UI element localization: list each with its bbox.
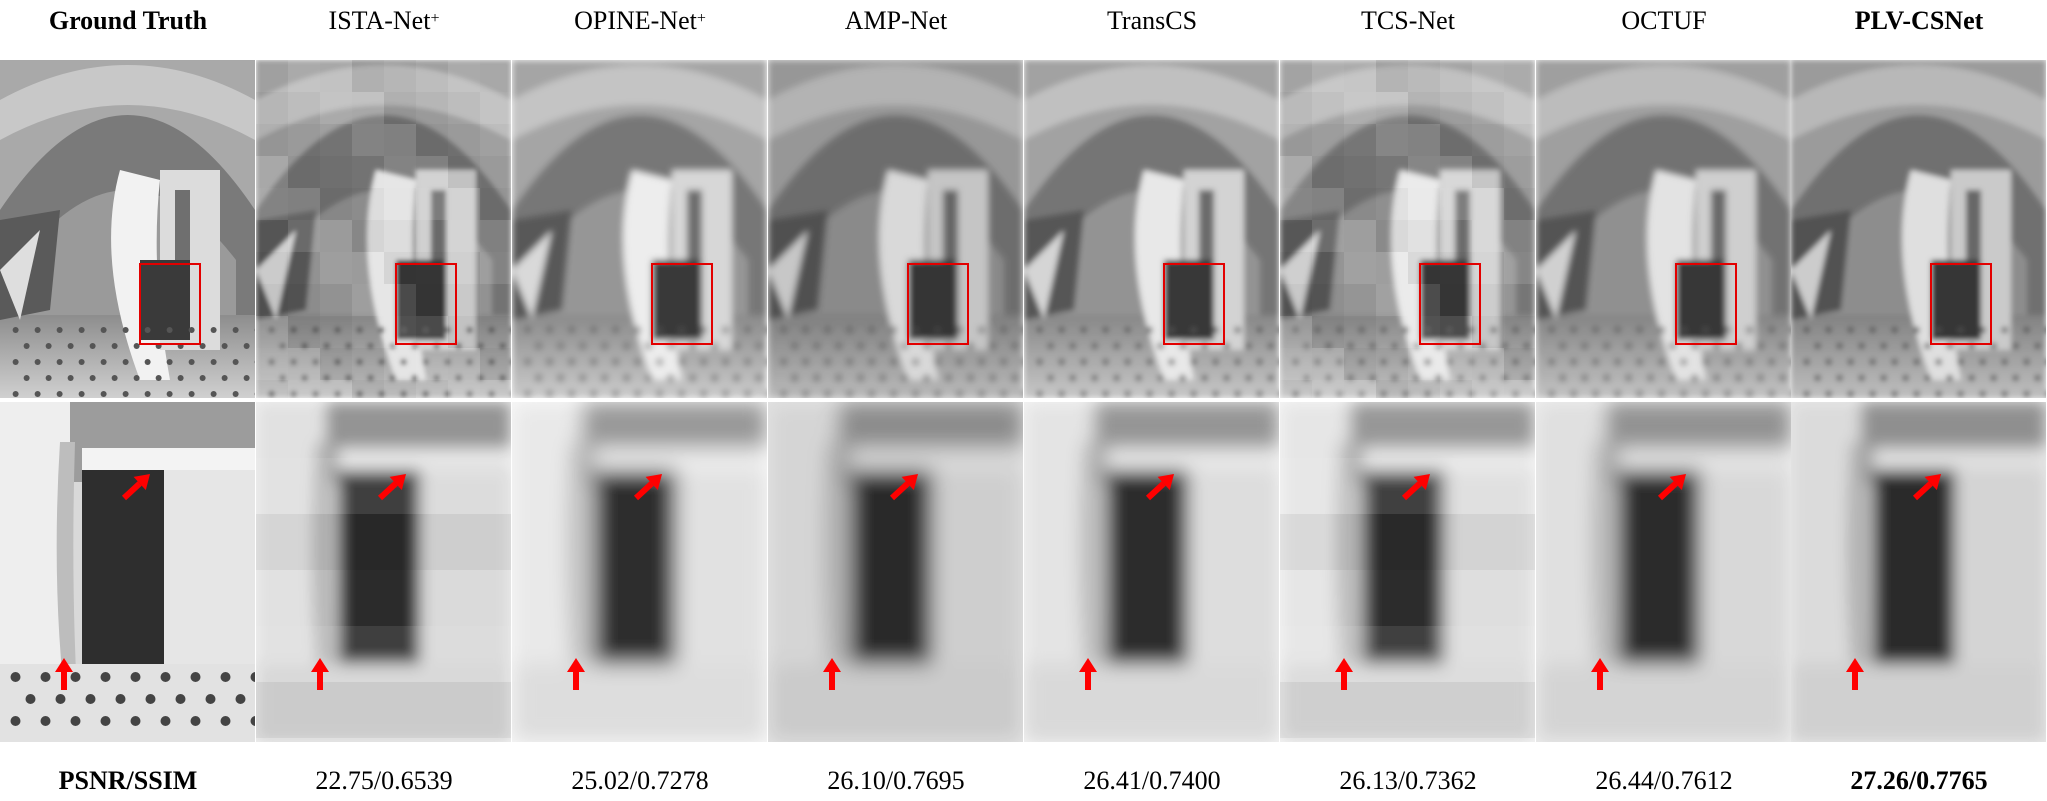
- header-octuf: OCTUF: [1536, 4, 1792, 38]
- metric-value: 26.13/0.7362: [1339, 766, 1477, 795]
- arrow-marker: [377, 474, 406, 501]
- zoom-crop-image: [512, 402, 767, 742]
- col-label: AMP-Net: [844, 6, 948, 35]
- arch-scene-image: [768, 60, 1023, 398]
- arrow-marker: [1079, 658, 1097, 690]
- metric-row-label: PSNR/SSIM: [0, 764, 256, 798]
- col-sup: +: [696, 10, 706, 27]
- arrow-marker: [311, 658, 329, 690]
- col-label: PLV-CSNet: [1854, 6, 1984, 35]
- metric-value: 27.26/0.7765: [1850, 766, 1988, 795]
- arch-scene-image: [1024, 60, 1279, 398]
- col-label: TransCS: [1106, 6, 1198, 35]
- metric-value: 26.10/0.7695: [827, 766, 965, 795]
- zoom-crop-image: [1791, 402, 2046, 742]
- tile-amp-zoom: [768, 402, 1023, 742]
- col-label: TCS-Net: [1361, 6, 1455, 35]
- tile-amp-full: [768, 60, 1023, 398]
- arrow-marker: [1912, 474, 1941, 501]
- metric-tcs-net: 26.13/0.7362: [1280, 764, 1536, 798]
- tile-ista-full: [256, 60, 511, 398]
- metric-value: 26.41/0.7400: [1083, 766, 1221, 795]
- header-plv-csnet: PLV-CSNet: [1791, 4, 2047, 38]
- zoom-crop-image: [1280, 402, 1535, 742]
- arch-scene-image: [1791, 60, 2046, 398]
- tile-octuf-zoom: [1536, 402, 1791, 742]
- header-transcs: TransCS: [1024, 4, 1280, 38]
- zoom-crop-image: [256, 402, 511, 742]
- arch-scene-image: [1536, 60, 1791, 398]
- arrow-marker: [1846, 658, 1864, 690]
- metric-value: 25.02/0.7278: [571, 766, 709, 795]
- tile-opine-full: [512, 60, 767, 398]
- col-label: ISTA-Net: [328, 6, 431, 35]
- arrow-marker: [1145, 474, 1174, 501]
- zoom-crop-image: [768, 402, 1023, 742]
- header-ista-net: ISTA-Net+: [256, 4, 512, 38]
- header-ground-truth: Ground Truth: [0, 4, 256, 38]
- header-amp-net: AMP-Net: [768, 4, 1024, 38]
- zoom-crop-image: [1536, 402, 1791, 742]
- col-label: Ground Truth: [48, 6, 208, 35]
- zoom-crop-image: [1024, 402, 1279, 742]
- header-opine-net: OPINE-Net+: [512, 4, 768, 38]
- arrow-marker: [889, 474, 918, 501]
- metric-plv-csnet: 27.26/0.7765: [1791, 764, 2047, 798]
- col-sup: +: [430, 10, 440, 27]
- arch-scene-image: [1280, 60, 1535, 398]
- header-tcs-net: TCS-Net: [1280, 4, 1536, 38]
- arrow-marker: [633, 474, 662, 501]
- arrow-marker: [823, 658, 841, 690]
- metric-opine-net: 25.02/0.7278: [512, 764, 768, 798]
- tile-tcs-full: [1280, 60, 1535, 398]
- tile-opine-zoom: [512, 402, 767, 742]
- tile-tcs-zoom: [1280, 402, 1535, 742]
- tile-octuf-full: [1536, 60, 1791, 398]
- row-label: PSNR/SSIM: [58, 766, 198, 795]
- tile-gt-full: [0, 60, 255, 398]
- metric-ista-net: 22.75/0.6539: [256, 764, 512, 798]
- arch-scene-image: [512, 60, 767, 398]
- arrow-marker: [1401, 474, 1430, 501]
- zoom-crop-image: [0, 402, 255, 742]
- metric-value: 26.44/0.7612: [1595, 766, 1733, 795]
- arrow-marker: [567, 658, 585, 690]
- arch-scene-image: [0, 60, 255, 398]
- tile-plv-full: [1791, 60, 2046, 398]
- arch-scene-image: [256, 60, 511, 398]
- tile-gt-zoom: [0, 402, 255, 742]
- arrow-marker: [1335, 658, 1353, 690]
- metric-octuf: 26.44/0.7612: [1536, 764, 1792, 798]
- tile-transcs-full: [1024, 60, 1279, 398]
- arrow-marker: [1657, 474, 1686, 501]
- arrow-marker: [1591, 658, 1609, 690]
- metric-transcs: 26.41/0.7400: [1024, 764, 1280, 798]
- tile-ista-zoom: [256, 402, 511, 742]
- arrow-marker: [55, 658, 73, 690]
- metric-amp-net: 26.10/0.7695: [768, 764, 1024, 798]
- tile-plv-zoom: [1791, 402, 2046, 742]
- metric-value: 22.75/0.6539: [315, 766, 453, 795]
- tile-transcs-zoom: [1024, 402, 1279, 742]
- col-label: OPINE-Net: [574, 6, 697, 35]
- arrow-marker: [121, 474, 150, 501]
- col-label: OCTUF: [1621, 6, 1707, 35]
